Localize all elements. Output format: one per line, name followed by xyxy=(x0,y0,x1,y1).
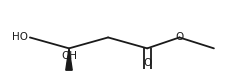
Text: HO: HO xyxy=(11,32,27,42)
Text: O: O xyxy=(174,32,183,42)
Text: O: O xyxy=(142,58,151,68)
Polygon shape xyxy=(65,48,72,70)
Text: OH: OH xyxy=(61,51,77,61)
